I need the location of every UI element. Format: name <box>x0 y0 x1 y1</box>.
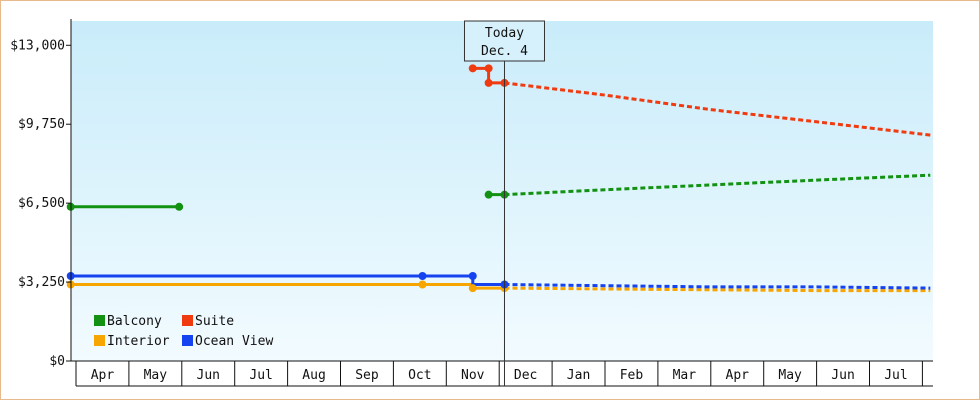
month-label-oct: Oct <box>408 368 431 383</box>
suite-history-line <box>472 66 505 85</box>
legend-label-interior: Interior <box>107 334 170 349</box>
data-markers <box>66 64 509 293</box>
month-label-jul: Jul <box>249 368 272 383</box>
legend-swatch-ocean-view <box>182 335 193 346</box>
legend-swatch-balcony <box>94 315 105 326</box>
ocean-view-point <box>468 272 477 280</box>
interior-point <box>468 284 477 293</box>
suite-point <box>468 64 477 73</box>
month-label-jul: Jul <box>884 368 907 383</box>
interior-forecast-line <box>504 286 931 293</box>
y-tick-label: $0 <box>49 354 65 369</box>
month-label-apr: Apr <box>726 368 750 383</box>
month-label-dec: Dec <box>514 368 537 383</box>
plot-background <box>71 21 933 361</box>
balcony-point <box>484 190 493 199</box>
month-label-aug: Aug <box>302 368 325 383</box>
today-box <box>463 20 545 62</box>
month-label-sep: Sep <box>355 368 379 383</box>
legend-label-ocean-view: Ocean View <box>195 334 273 349</box>
month-label-jun: Jun <box>197 368 220 383</box>
month-label-jan: Jan <box>567 368 590 383</box>
today-date: Dec. 4 <box>481 44 528 59</box>
month-label-may: May <box>778 368 802 383</box>
balcony-point <box>175 202 184 211</box>
axes: $0 $3,250 $6,500 $9,750 $13,000 Apr May Jun Jul A… <box>10 19 933 387</box>
month-label-may: May <box>144 368 168 383</box>
y-tick-label: $9,750 <box>18 117 65 132</box>
suite-point <box>484 64 493 73</box>
month-label-apr: Apr <box>91 368 115 383</box>
ocean-view-forecast-line <box>504 283 931 290</box>
y-tick-label: $3,250 <box>18 275 65 290</box>
month-label-jun: Jun <box>831 368 854 383</box>
y-tick-label: $6,500 <box>18 196 65 211</box>
legend-swatch-interior <box>94 335 105 346</box>
suite-point <box>484 78 493 87</box>
month-label-feb: Feb <box>620 368 644 383</box>
today-label: Today <box>485 26 524 41</box>
legend-swatch-suite <box>182 315 193 326</box>
month-label-mar: Mar <box>673 368 697 383</box>
legend: Balcony Suite Interior Ocean View <box>94 314 273 349</box>
legend-label-suite: Suite <box>195 314 234 329</box>
suite-forecast-line <box>504 81 931 137</box>
today-indicator: Today Dec. 4 <box>463 20 545 386</box>
y-tick-label: $13,000 <box>10 38 65 53</box>
legend-label-balcony: Balcony <box>107 314 162 329</box>
interior-point <box>418 280 427 289</box>
month-label-nov: Nov <box>461 368 485 383</box>
ocean-view-point <box>418 272 427 280</box>
balcony-forecast-line <box>504 173 931 197</box>
